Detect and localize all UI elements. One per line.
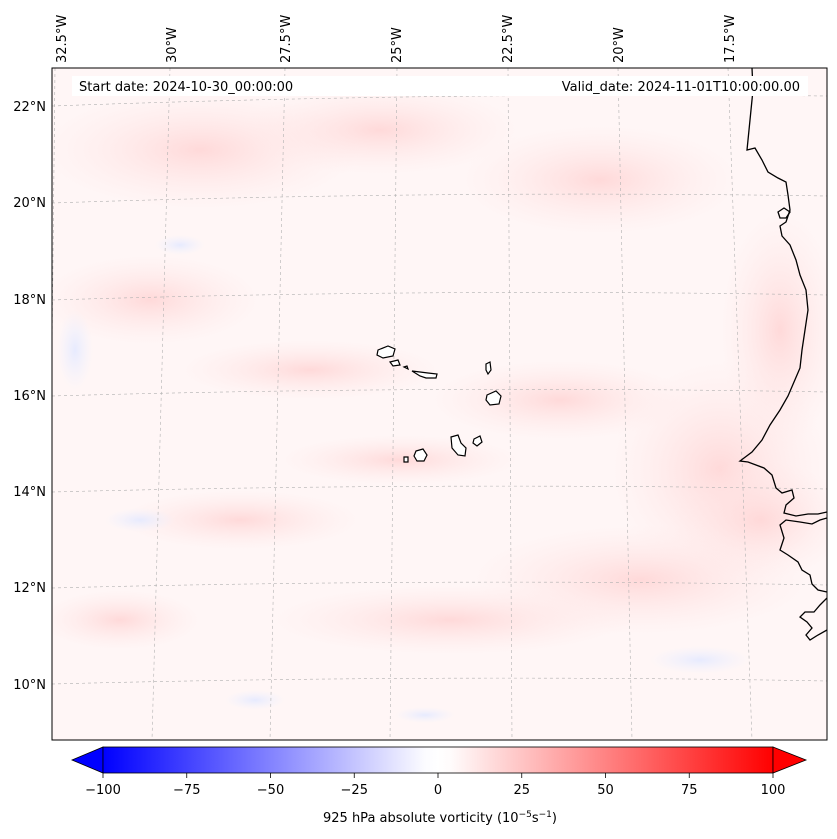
longitude-labels: 32.5°W 30°W 27.5°W 25°W 22.5°W 20°W 17.5… (55, 15, 738, 63)
parallel-12n (52, 581, 827, 589)
colorbar-tick-label: −100 (85, 783, 121, 798)
island-sao-nicolau (411, 370, 438, 379)
graticule (52, 68, 827, 740)
meridian-27-5w (269, 68, 286, 740)
colorbar-tick-label: 25 (513, 783, 530, 798)
meridian-20w (617, 68, 633, 740)
coast-islands-dakar (777, 207, 791, 219)
colorbar-tick-label: 100 (761, 783, 786, 798)
start-date-label: Start date: 2024-10-30_00:00:00 (79, 80, 293, 95)
island-boa-vista (485, 390, 502, 406)
parallel-10n (52, 677, 827, 685)
lon-label-25w: 25°W (390, 27, 405, 63)
colorbar-bar (102, 746, 774, 774)
lat-label-14n: 14°N (13, 485, 46, 500)
island-brava (403, 456, 409, 463)
coast-guinea (798, 597, 827, 641)
header-box (72, 76, 808, 96)
meridian-25w (389, 68, 398, 740)
colorbar-low-extend (70, 746, 104, 774)
lon-label-32-5w: 32.5°W (55, 15, 70, 63)
island-sao-vicente (388, 359, 401, 367)
colorbar-tick-label: 75 (681, 783, 698, 798)
west-africa-coastline (738, 68, 827, 641)
colorbar-tick-label: −50 (257, 783, 284, 798)
island-sal (485, 361, 492, 376)
colorbar-tick-label: 50 (597, 783, 614, 798)
island-santa-luzia (402, 365, 410, 371)
map-frame (51, 67, 828, 741)
colorbar: −100 −75 −50 −25 0 25 50 75 100 925 hPa absolute… (70, 746, 808, 826)
island-maio (472, 435, 483, 447)
island-santiago (450, 434, 467, 457)
vorticity-field (52, 68, 827, 740)
meridian-17-5w (727, 68, 753, 740)
colorbar-tick-label: −75 (173, 783, 200, 798)
colorbar-tick-label: 0 (434, 783, 442, 798)
lat-label-12n: 12°N (13, 581, 46, 596)
coast-mauritania-senegal (738, 68, 827, 517)
parallel-16n (52, 388, 827, 397)
lat-label-22n: 22°N (13, 100, 46, 115)
lat-label-10n: 10°N (13, 678, 46, 693)
lon-label-30w: 30°W (165, 27, 180, 63)
cape-verde-islands (376, 345, 502, 463)
coast-guinea-bissau (779, 517, 827, 593)
lon-label-20w: 20°W (612, 27, 627, 63)
lon-label-22-5w: 22.5°W (501, 15, 516, 63)
meridian-22-5w (507, 68, 513, 740)
island-santo-antao (376, 345, 396, 359)
colorbar-tick-label: −25 (341, 783, 368, 798)
island-fogo (413, 448, 428, 462)
parallel-20n (52, 193, 827, 204)
latitude-labels: 22°N 20°N 18°N 16°N 14°N 12°N 10°N (13, 100, 46, 693)
lat-label-18n: 18°N (13, 293, 46, 308)
parallel-14n (52, 485, 827, 493)
meridian-30w (151, 68, 171, 740)
colorbar-ticks: −100 −75 −50 −25 0 25 50 75 100 (85, 773, 785, 798)
colorbar-high-extend (772, 746, 808, 774)
lat-label-20n: 20°N (13, 196, 46, 211)
lon-label-27-5w: 27.5°W (279, 15, 294, 63)
colorbar-title: 925 hPa absolute vorticity (10−5s−1) (323, 810, 557, 826)
parallel-18n (52, 292, 827, 301)
parallel-22n (52, 94, 827, 107)
lon-label-17-5w: 17.5°W (723, 15, 738, 63)
valid-date-label: Valid_date: 2024-11-01T10:00:00.00 (562, 80, 800, 95)
lat-label-16n: 16°N (13, 389, 46, 404)
